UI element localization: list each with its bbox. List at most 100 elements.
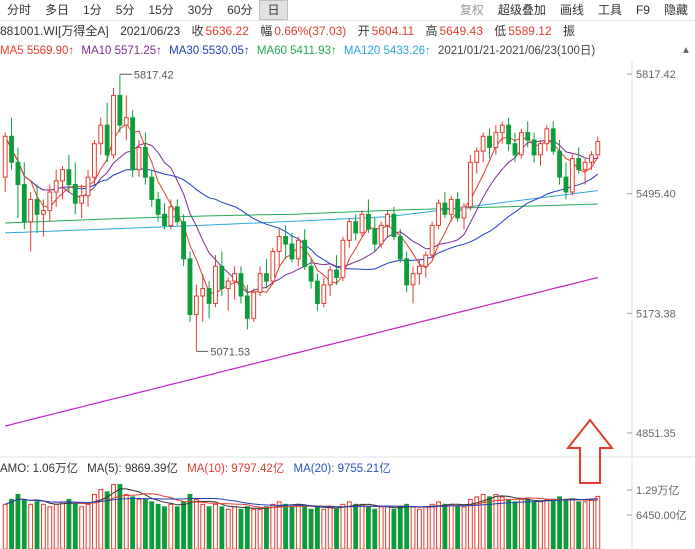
toolbar-item-5[interactable]: 隐藏 (663, 3, 688, 17)
change-label: 幅 (260, 24, 273, 38)
volume-bar (518, 498, 524, 549)
collapse-up-icon[interactable]: ▲ (681, 45, 691, 56)
candle-body (34, 198, 40, 215)
volume-bar (149, 501, 155, 549)
amo-value: AMO: 1.06万亿 (0, 463, 78, 475)
candle-body (385, 213, 390, 226)
volume-bar (295, 503, 301, 549)
candle-body (238, 273, 244, 297)
volume-bar (289, 506, 295, 549)
candle-body (315, 280, 320, 304)
volume-bar (429, 503, 435, 549)
candle-body (104, 124, 110, 156)
price-tick-label: 5495.40 (636, 189, 676, 201)
toolbar-item-1[interactable]: 超级叠加 (497, 3, 546, 17)
candle-body (41, 210, 46, 215)
candle-body (225, 280, 231, 290)
candle-body (162, 213, 167, 226)
toolbar-item-4[interactable]: F9 (635, 3, 650, 17)
candle-body (308, 265, 314, 282)
volume-bar (2, 503, 8, 549)
candle-body (219, 265, 225, 290)
high-label: 高 (425, 24, 438, 38)
volume-bar (47, 506, 53, 549)
toolbar-item-0[interactable]: 复权 (459, 3, 484, 17)
volume-bar (60, 501, 65, 549)
high-annotation-label: 5817.42 (134, 69, 174, 81)
volume-bar (538, 501, 543, 549)
volume-bar (41, 503, 46, 549)
candle-body (538, 143, 543, 156)
volume-bar (525, 498, 531, 549)
volume-bar (531, 501, 537, 549)
candle-body (493, 132, 499, 148)
candle-body (85, 176, 91, 197)
candle-body (283, 236, 288, 245)
ma120-line (5, 190, 598, 234)
toolbar-item-2[interactable]: 画线 (559, 3, 584, 17)
candle-body (353, 221, 359, 234)
candle-body (442, 202, 448, 215)
volume-bar (9, 498, 14, 549)
ma250-line (5, 276, 598, 427)
volume-bar (174, 506, 180, 549)
period-tab-1[interactable]: 多日 (45, 3, 70, 17)
volume-bar (416, 508, 422, 549)
volume-bar (168, 503, 174, 549)
volume-bar (397, 506, 403, 549)
volume-bar (480, 493, 486, 549)
volume-bar (557, 496, 562, 549)
period-tab-3[interactable]: 5分 (115, 3, 135, 17)
price-tick-label: 5173.38 (636, 308, 676, 320)
volume-bar (270, 503, 276, 549)
candle-body (480, 135, 486, 152)
candle-body (321, 284, 327, 304)
candle-body (66, 169, 72, 186)
candle-body (257, 273, 263, 293)
price-tick-label: 4851.35 (636, 428, 676, 440)
period-tab-0[interactable]: 分时 (7, 3, 32, 17)
period-tab-7[interactable]: 日 (259, 0, 288, 20)
candle-body (569, 158, 575, 193)
volume-bar (493, 493, 499, 549)
volume-bar (404, 503, 410, 549)
period-tab-4[interactable]: 15分 (148, 3, 174, 17)
candle-body (327, 269, 333, 286)
volume-bar (238, 508, 244, 549)
ma30-legend: MA30 5530.05↑ (169, 45, 250, 57)
volume-bar (79, 506, 85, 549)
period-tab-5[interactable]: 30分 (187, 3, 214, 17)
period-toolbar: 分时 多日 1分 5分 15分 30分 60分日 复权 超级叠加 画线 工具 F9 隐藏 (0, 0, 695, 21)
period-tab-6[interactable]: 60分 (227, 3, 253, 17)
volume-tick-label: 1.29万亿 (636, 484, 679, 497)
volume-bar (499, 496, 505, 549)
candle-body (270, 250, 276, 282)
volume-bar (98, 488, 104, 549)
ma10-legend: MA10 5571.25↑ (81, 45, 162, 57)
period-tab-2[interactable]: 1分 (83, 3, 102, 17)
volume-bar (385, 506, 390, 549)
amo-ma20: MA(20): 9755.21亿 (293, 463, 391, 475)
candle-body (346, 221, 352, 241)
ma30-line (4, 136, 599, 271)
candle-body (436, 202, 441, 226)
toolbar-item-3[interactable]: 工具 (597, 3, 622, 17)
candle-body (416, 265, 422, 275)
candle-body (123, 117, 129, 126)
candle-body (28, 198, 34, 223)
volume-bar (264, 506, 269, 549)
amo-ma5-line (5, 488, 598, 509)
volume-bar (448, 503, 454, 549)
close-label: 收 (191, 24, 204, 38)
candle-body (168, 206, 174, 226)
volume-bar (117, 483, 123, 549)
candle-body (455, 198, 461, 219)
volume-bar (365, 506, 371, 549)
candle-body (397, 236, 403, 260)
volume-bar (72, 503, 78, 549)
volume-bar (576, 501, 582, 549)
volume-bar (455, 506, 461, 549)
candle-body (595, 140, 601, 156)
volume-bar (327, 506, 333, 549)
